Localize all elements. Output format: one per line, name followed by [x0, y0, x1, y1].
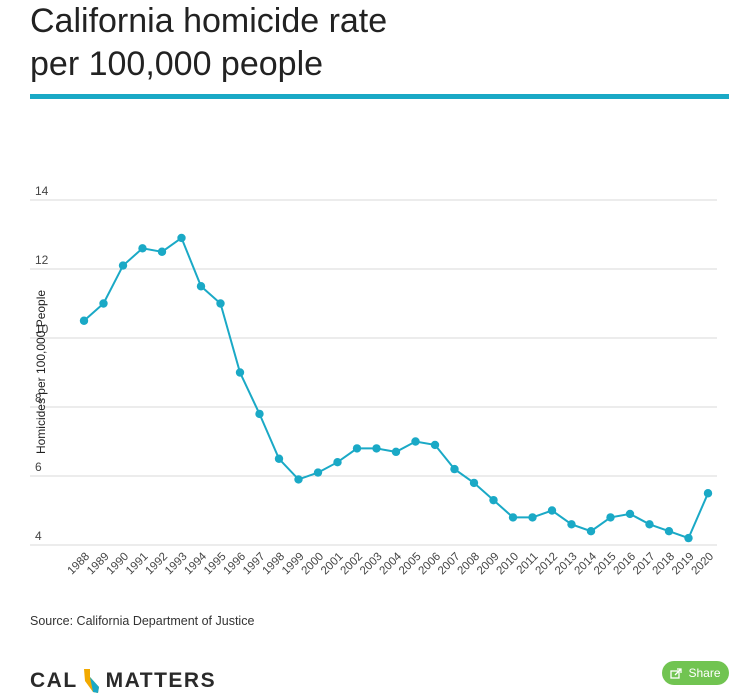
- data-point: [216, 299, 225, 308]
- x-tick-label: 2019: [670, 551, 697, 578]
- data-point: [625, 509, 635, 519]
- chart-title: California homicide rate per 100,000 peo…: [30, 0, 720, 86]
- california-state-icon: [83, 669, 99, 693]
- data-point: [196, 282, 206, 291]
- data-point: [430, 440, 440, 450]
- x-tick-label: 1997: [241, 551, 268, 578]
- data-point: [645, 520, 654, 529]
- y-axis-label: Homicides per 100,000 People: [34, 290, 48, 454]
- data-point: [99, 299, 108, 308]
- x-tick-label: 1999: [280, 551, 307, 578]
- x-tick-label: 2001: [319, 551, 346, 578]
- chart-title-line-2: per 100,000 people: [30, 45, 324, 83]
- logo-text-left: CAL: [30, 669, 78, 692]
- data-point: [547, 506, 557, 515]
- data-point: [118, 261, 128, 270]
- x-tick-label: 2009: [475, 551, 502, 578]
- data-point: [606, 513, 615, 522]
- x-tick-label: 1989: [85, 551, 112, 578]
- x-tick-label: 2003: [358, 551, 385, 578]
- x-tick-label: 2002: [339, 551, 366, 578]
- x-tick-label: 1991: [124, 551, 151, 578]
- x-tick-label: 1990: [105, 551, 132, 578]
- data-point: [235, 368, 245, 377]
- share-label: Share: [688, 666, 721, 680]
- x-tick-label: 2012: [534, 551, 561, 578]
- x-tick-label: 2018: [651, 551, 678, 578]
- data-point: [508, 513, 518, 522]
- x-tick-label: 1998: [261, 551, 288, 578]
- data-point: [567, 520, 576, 529]
- y-tick-label: 14: [35, 184, 49, 198]
- x-tick-label: 2007: [436, 551, 463, 578]
- x-tick-label: 2015: [592, 551, 619, 578]
- x-tick-label: 2013: [553, 551, 580, 578]
- data-point: [489, 495, 498, 505]
- data-point: [157, 247, 167, 256]
- data-point: [255, 409, 264, 419]
- data-point: [333, 458, 342, 467]
- data-point: [294, 475, 303, 484]
- data-point: [411, 437, 420, 446]
- data-point: [450, 464, 459, 474]
- logo-text-right: MATTERS: [105, 669, 217, 692]
- data-point: [469, 478, 479, 488]
- y-tick-label: 8: [35, 391, 42, 405]
- data-point: [352, 444, 362, 453]
- data-point: [177, 233, 186, 243]
- x-tick-label: 2016: [612, 551, 639, 578]
- source-note: Source: California Department of Justice: [30, 614, 255, 628]
- y-tick-label: 10: [35, 322, 49, 336]
- x-tick-label: 1992: [144, 551, 171, 578]
- data-point: [79, 316, 89, 325]
- data-point: [528, 513, 537, 522]
- data-point: [703, 489, 713, 498]
- line-chart: 4 6 8 10 12 14 Homicides per 100,000 People 198…: [30, 184, 717, 578]
- x-tick-label: 2010: [495, 551, 522, 578]
- x-tick-label: 2017: [631, 551, 658, 578]
- x-tick-label: 1995: [202, 551, 229, 578]
- share-icon: [670, 667, 683, 679]
- data-point: [664, 527, 674, 536]
- data-point: [313, 468, 323, 477]
- data-point: [684, 533, 693, 543]
- x-tick-label: 2008: [456, 551, 483, 578]
- x-tick-label: 2020: [690, 551, 717, 578]
- x-tick-label: 2000: [300, 551, 327, 578]
- x-tick-label: 1993: [163, 551, 190, 578]
- y-tick-label: 4: [35, 529, 42, 543]
- x-tick-label: 1988: [66, 551, 93, 578]
- y-tick-label: 12: [35, 253, 49, 267]
- x-tick-label: 1996: [222, 551, 249, 578]
- x-tick-label: 2006: [417, 551, 444, 578]
- data-point: [274, 454, 284, 463]
- data-point: [372, 444, 381, 453]
- calmatters-logo[interactable]: CAL MATTERS: [30, 668, 216, 694]
- series-line: [83, 236, 709, 540]
- x-tick-label: 2005: [397, 551, 424, 578]
- data-point: [391, 447, 401, 457]
- data-point: [586, 527, 596, 536]
- data-point: [138, 244, 147, 253]
- chart-title-line-1: California homicide rate: [30, 2, 388, 40]
- y-tick-label: 6: [35, 460, 42, 474]
- title-accent-rule: [30, 94, 729, 99]
- share-button[interactable]: Share: [662, 661, 729, 685]
